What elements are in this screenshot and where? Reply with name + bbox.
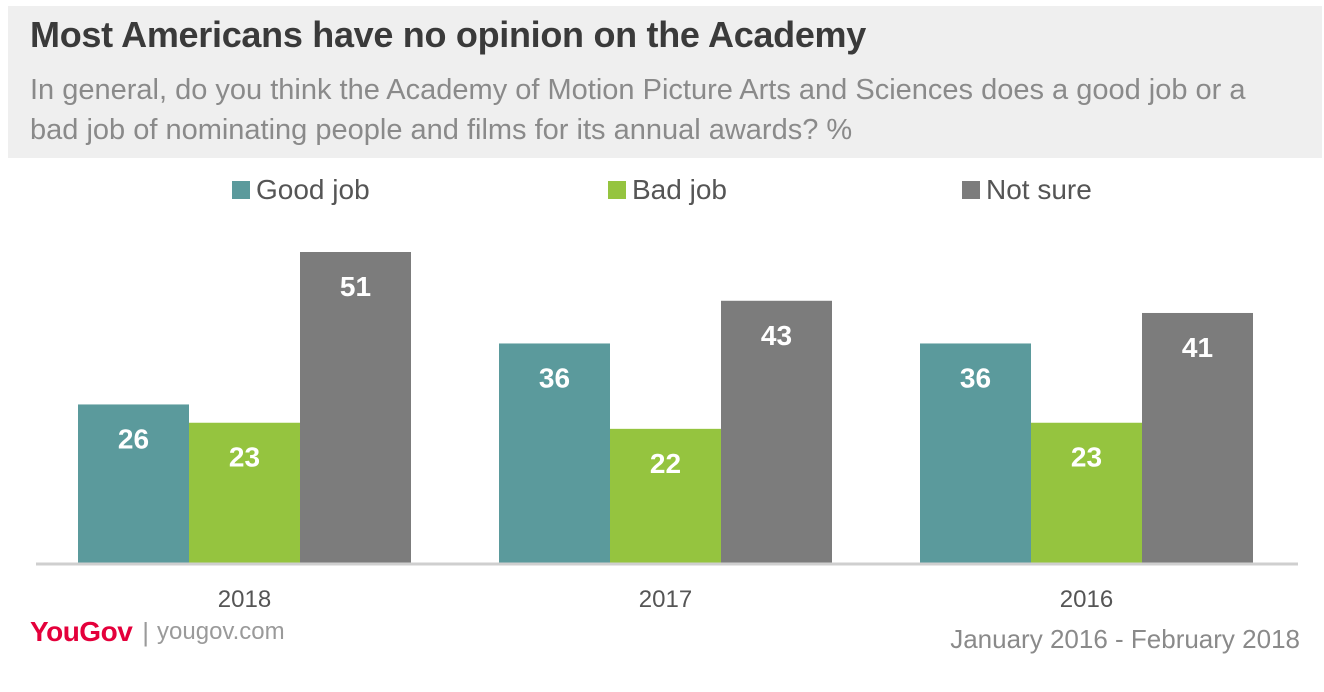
bar-not-sure-2016 [1142,312,1253,563]
data-label-good-job-2017: 36 [539,362,570,393]
legend-item-not-sure: Not sure [962,174,1092,206]
bar-not-sure-2017 [721,300,832,563]
x-tick-label-2018: 2018 [218,586,271,613]
x-tick-label-2017: 2017 [639,586,692,613]
legend-label-good-job: Good job [256,174,370,205]
legend-label-not-sure: Not sure [986,174,1092,205]
bar-good-job-2016 [920,343,1031,563]
legend-swatch-not-sure [962,181,980,199]
legend-item-good-job: Good job [232,174,370,206]
yougov-logo: YouGov [30,616,133,647]
footer-branding: YouGov | yougov.com [30,616,285,648]
data-label-bad-job-2016: 23 [1071,442,1102,473]
data-label-not-sure-2018: 51 [340,271,371,302]
date-range: January 2016 - February 2018 [950,624,1300,654]
chart-header: Most Americans have no opinion on the Ac… [8,6,1322,158]
legend-swatch-good-job [232,181,250,199]
logo-separator: | [142,616,150,647]
data-label-not-sure-2017: 43 [761,320,792,351]
data-label-good-job-2016: 36 [960,362,991,393]
legend-label-bad-job: Bad job [632,174,727,205]
data-label-good-job-2018: 26 [118,423,149,454]
legend-swatch-bad-job [608,181,626,199]
bar-bad-job-2017 [610,428,721,563]
data-label-bad-job-2018: 23 [229,442,260,473]
bar-good-job-2017 [499,343,610,563]
x-tick-label-2016: 2016 [1060,586,1113,613]
bar-bad-job-2018 [189,422,300,563]
legend-item-bad-job: Bad job [608,174,727,206]
bar-bad-job-2016 [1031,422,1142,563]
bar-not-sure-2018 [300,252,411,563]
chart-title: Most Americans have no opinion on the Ac… [30,14,866,55]
data-label-bad-job-2017: 22 [650,448,681,479]
footer-url: yougov.com [157,618,285,645]
bar-good-job-2018 [78,404,189,563]
data-label-not-sure-2016: 41 [1182,332,1213,363]
chart-subtitle: In general, do you think the Academy of … [30,74,1246,146]
